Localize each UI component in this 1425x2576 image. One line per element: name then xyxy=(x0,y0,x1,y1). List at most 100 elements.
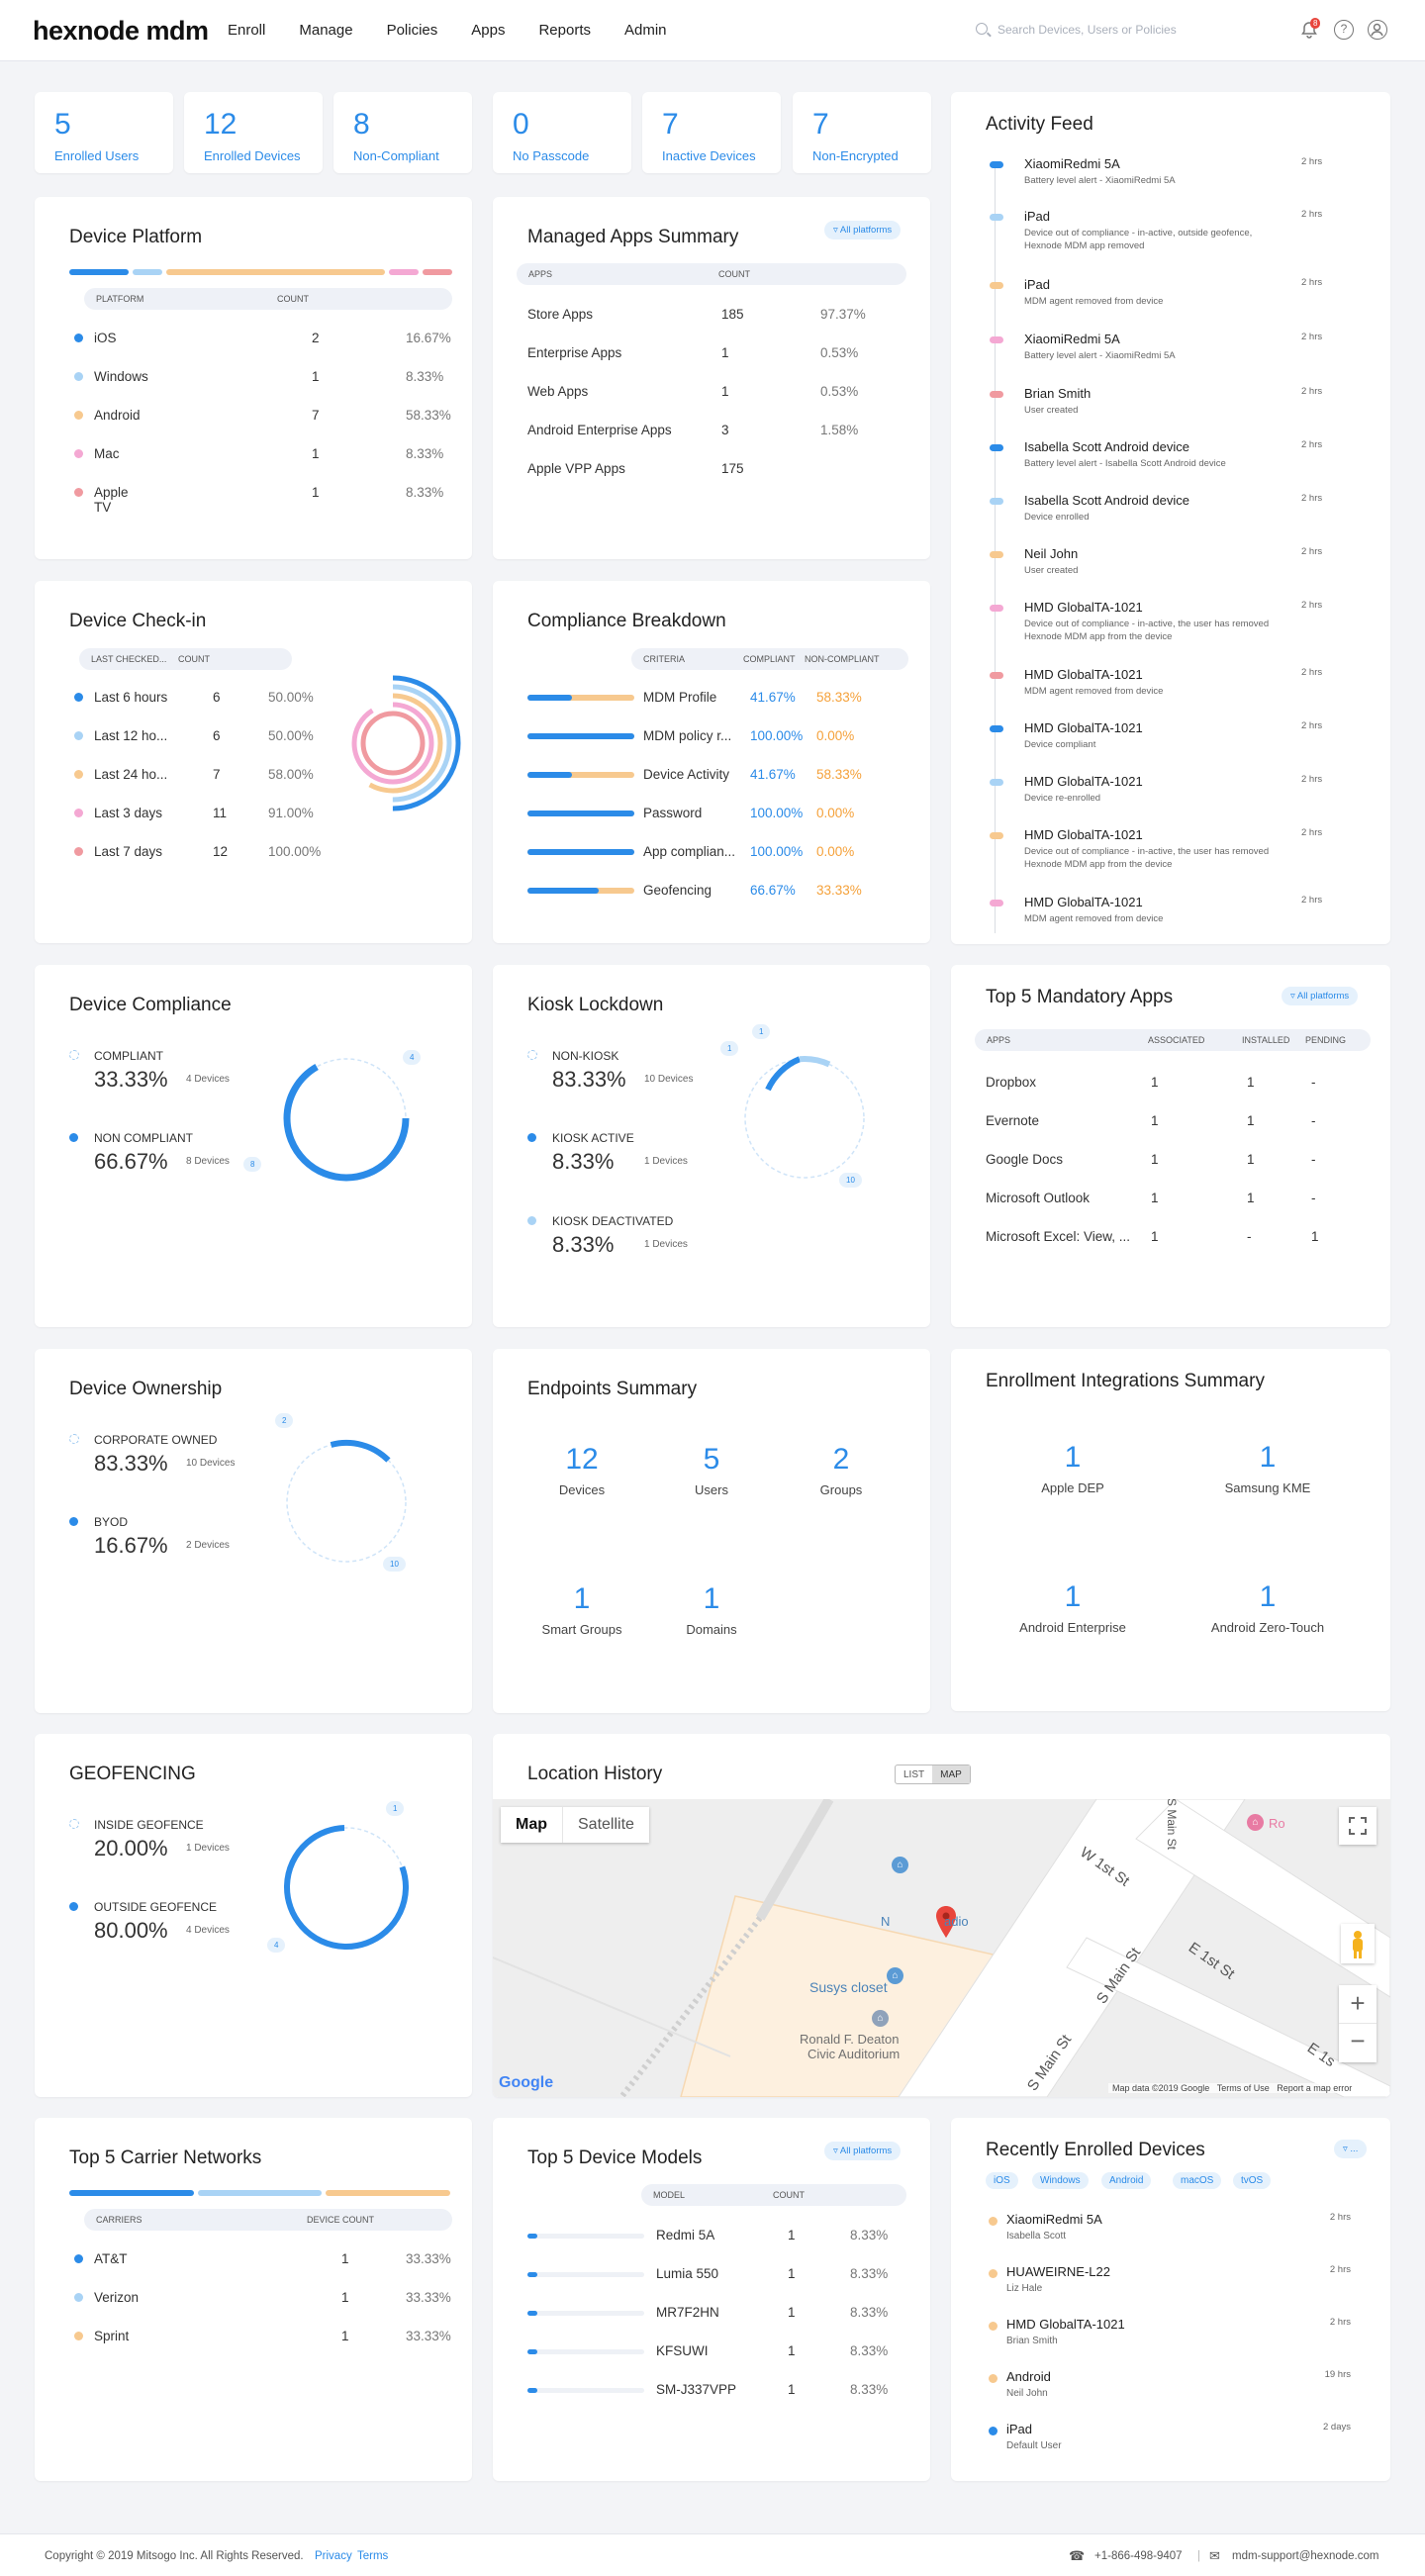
legend-value: 83.33% xyxy=(94,1451,168,1476)
filter-icon: ▿ xyxy=(1343,2144,1351,2154)
toggle-map[interactable]: MAP xyxy=(932,1765,970,1783)
platform-filter-button[interactable]: ▿ All platforms xyxy=(824,221,902,239)
satellite-button[interactable]: Satellite xyxy=(578,1816,634,1833)
pegman-icon[interactable] xyxy=(1341,1924,1375,1963)
stat-inactive-devices[interactable]: 7 Inactive Devices xyxy=(642,92,781,173)
activity-desc: Battery level alert - XiaomiRedmi 5A xyxy=(1024,175,1176,186)
checkin-radial-chart xyxy=(325,675,461,811)
stat-value: 12 xyxy=(204,108,238,141)
row-label: Password xyxy=(643,806,703,820)
bar-fill xyxy=(527,2349,537,2354)
zoom-in-icon[interactable]: + xyxy=(1339,1985,1377,2024)
stat-enrolled-devices[interactable]: 12 Enrolled Devices xyxy=(184,92,323,173)
nav-admin[interactable]: Admin xyxy=(624,22,667,39)
nav-policies[interactable]: Policies xyxy=(386,22,438,39)
search-input[interactable]: Search Devices, Users or Policies xyxy=(976,22,1177,37)
integration-stat[interactable]: 1 Apple DEP xyxy=(994,1441,1152,1495)
map-button[interactable]: Map xyxy=(501,1807,563,1843)
integration-stat[interactable]: 1 Samsung KME xyxy=(1188,1441,1347,1495)
support-email[interactable]: mdm-support@hexnode.com xyxy=(1232,2550,1379,2562)
platform-filter-button[interactable]: ▿ All platforms xyxy=(824,2142,902,2160)
enrollment-integrations-card: Enrollment Integrations Summary 1 Apple D… xyxy=(951,1349,1390,1711)
legend-devices: 10 Devices xyxy=(186,1458,236,1469)
terms-link[interactable]: Terms xyxy=(357,2550,389,2562)
activity-time: 2 hrs xyxy=(1301,209,1323,220)
stat-enrolled-users[interactable]: 5 Enrolled Users xyxy=(35,92,173,173)
legend-label: BYOD xyxy=(94,1515,129,1529)
bell-icon[interactable]: 8 xyxy=(1299,18,1321,40)
stat-non-compliant[interactable]: 8 Non-Compliant xyxy=(333,92,472,173)
report-error-link[interactable]: Report a map error xyxy=(1277,2083,1353,2093)
col-header: APPS xyxy=(987,1035,1011,1045)
card-title: Compliance Breakdown xyxy=(527,611,726,631)
row-count: 12 xyxy=(213,844,229,859)
location-pin-icon[interactable] xyxy=(935,1906,957,1938)
activity-desc: MDM agent removed from device xyxy=(1024,296,1164,307)
zoom-out-icon[interactable]: − xyxy=(1350,2026,1366,2055)
toggle-list[interactable]: LIST xyxy=(903,1769,925,1780)
integration-stat[interactable]: 1 Android Zero-Touch xyxy=(1188,1580,1347,1635)
activity-title: HMD GlobalTA-1021 xyxy=(1024,895,1143,909)
support-phone[interactable]: +1-866-498-9407 xyxy=(1094,2550,1183,2562)
endpoint-label: Smart Groups xyxy=(541,1622,622,1637)
row-pct: 33.33% xyxy=(406,2251,451,2266)
bar-segment-ios xyxy=(69,269,129,275)
bar-noncompliant xyxy=(527,772,634,778)
status-dot xyxy=(989,2427,998,2435)
filter-button[interactable]: ▿ ... xyxy=(1334,2140,1368,2158)
activity-title: XiaomiRedmi 5A xyxy=(1024,332,1120,346)
bar-compliant xyxy=(527,811,634,816)
endpoint-stat[interactable]: 1 Domains xyxy=(642,1582,781,1637)
poi-marker-icon[interactable]: ⌂ xyxy=(1247,1814,1264,1831)
platform-tab[interactable]: macOS xyxy=(1173,2172,1222,2189)
privacy-link[interactable]: Privacy xyxy=(315,2550,352,2562)
nav-apps[interactable]: Apps xyxy=(471,22,506,39)
stat-value: 0 xyxy=(513,108,529,141)
nav-enroll[interactable]: Enroll xyxy=(228,22,266,39)
platform-tab[interactable]: Android xyxy=(1101,2172,1152,2189)
user-avatar-icon[interactable] xyxy=(1368,20,1387,40)
activity-title: HMD GlobalTA-1021 xyxy=(1024,774,1143,789)
zoom-control: + − xyxy=(1339,1985,1377,2062)
endpoint-value: 2 xyxy=(832,1443,850,1476)
stat-no-passcode[interactable]: 0 No Passcode xyxy=(493,92,631,173)
row-pct: 50.00% xyxy=(268,728,314,743)
stat-label: Non-Encrypted xyxy=(812,148,899,163)
status-dot xyxy=(989,2374,998,2383)
endpoint-stat[interactable]: 1 Smart Groups xyxy=(513,1582,651,1637)
shop-marker-icon[interactable]: ⌂ xyxy=(887,1967,903,1984)
platform-tab[interactable]: Windows xyxy=(1032,2172,1089,2189)
platform-tab[interactable]: iOS xyxy=(986,2172,1018,2189)
platform-filter-button[interactable]: ▿ All platforms xyxy=(1282,987,1359,1005)
fullscreen-icon[interactable] xyxy=(1339,1807,1377,1845)
stat-label: Non-Compliant xyxy=(353,148,439,163)
terms-link[interactable]: Terms of Use xyxy=(1216,2083,1270,2093)
activity-time: 2 hrs xyxy=(1301,720,1323,731)
endpoint-stat[interactable]: 2 Groups xyxy=(772,1443,910,1497)
activity-marker xyxy=(990,214,1003,221)
logo[interactable]: hexnode mdm xyxy=(33,16,209,46)
integration-stat[interactable]: 1 Android Enterprise xyxy=(994,1580,1152,1635)
nav-manage[interactable]: Manage xyxy=(299,22,353,39)
place-marker-icon[interactable]: ⌂ xyxy=(892,1857,908,1873)
map-view[interactable]: Map Satellite + − ⌂ ⌂ ⌂ ⌂ Susys closet R… xyxy=(493,1799,1390,2097)
app-stat: 1 xyxy=(1247,1113,1255,1128)
device-platform-card: Device Platform PLATFORM COUNT iOS 2 16.67%… xyxy=(35,197,472,559)
compliant-pct: 100.00% xyxy=(750,728,804,743)
carrier-networks-card: Top 5 Carrier Networks CARRIERS DEVICE CO… xyxy=(35,2118,472,2481)
enroll-time: 2 hrs xyxy=(1329,2212,1351,2223)
legend-value: 83.33% xyxy=(552,1067,626,1092)
endpoint-stat[interactable]: 12 Devices xyxy=(513,1443,651,1497)
endpoint-stat[interactable]: 5 Users xyxy=(642,1443,781,1497)
row-count: 6 xyxy=(213,690,221,705)
mandatory-apps-card: Top 5 Mandatory Apps ▿ All platforms APP… xyxy=(951,965,1390,1327)
map-type-control: Map Satellite xyxy=(501,1807,649,1843)
landmark-marker-icon[interactable]: ⌂ xyxy=(872,2010,889,2027)
col-header: LAST CHECKED... xyxy=(91,654,167,664)
device-user: Isabella Scott xyxy=(1006,2231,1067,2242)
table-header: MODEL COUNT xyxy=(641,2184,906,2206)
stat-non-encrypted[interactable]: 7 Non-Encrypted xyxy=(793,92,931,173)
platform-tab[interactable]: tvOS xyxy=(1233,2172,1272,2189)
nav-reports[interactable]: Reports xyxy=(538,22,591,39)
help-icon[interactable]: ? xyxy=(1334,20,1354,40)
